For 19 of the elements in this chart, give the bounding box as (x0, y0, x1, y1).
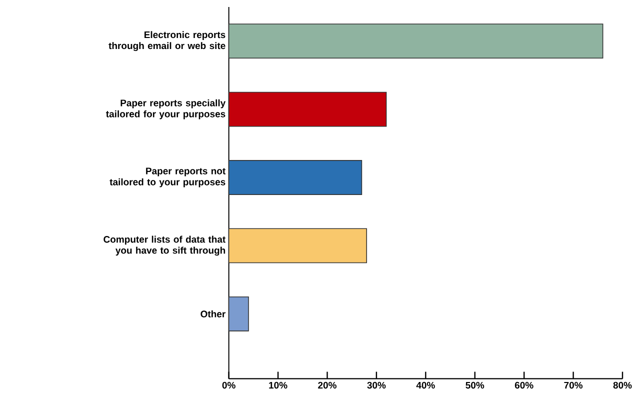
y-tick-label: Other (200, 310, 226, 318)
y-tick-label: Electronic reports through email or web site (108, 31, 226, 52)
bar (228, 296, 249, 332)
bar (228, 228, 368, 264)
x-tick-label: 10% (269, 382, 288, 389)
y-tick-label: Paper reports not tailored to your purposes (110, 168, 226, 188)
x-tick-label: 60% (514, 382, 534, 389)
x-tick-label: 20% (318, 382, 336, 389)
x-tick-label: 0% (222, 382, 236, 389)
y-tick-label: Paper reports specially tailored for your purposes (106, 100, 226, 120)
x-tick-label: 70% (564, 382, 583, 389)
bar (228, 160, 362, 196)
x-tick-label: 80% (613, 382, 632, 389)
x-tick-label: 40% (416, 382, 435, 389)
y-tick-label: Computer lists of data that you have to sift through (104, 236, 226, 256)
bar (228, 24, 604, 59)
x-tick-label: 30% (367, 382, 386, 389)
x-tick-label: 50% (466, 382, 484, 389)
bar (228, 92, 387, 127)
